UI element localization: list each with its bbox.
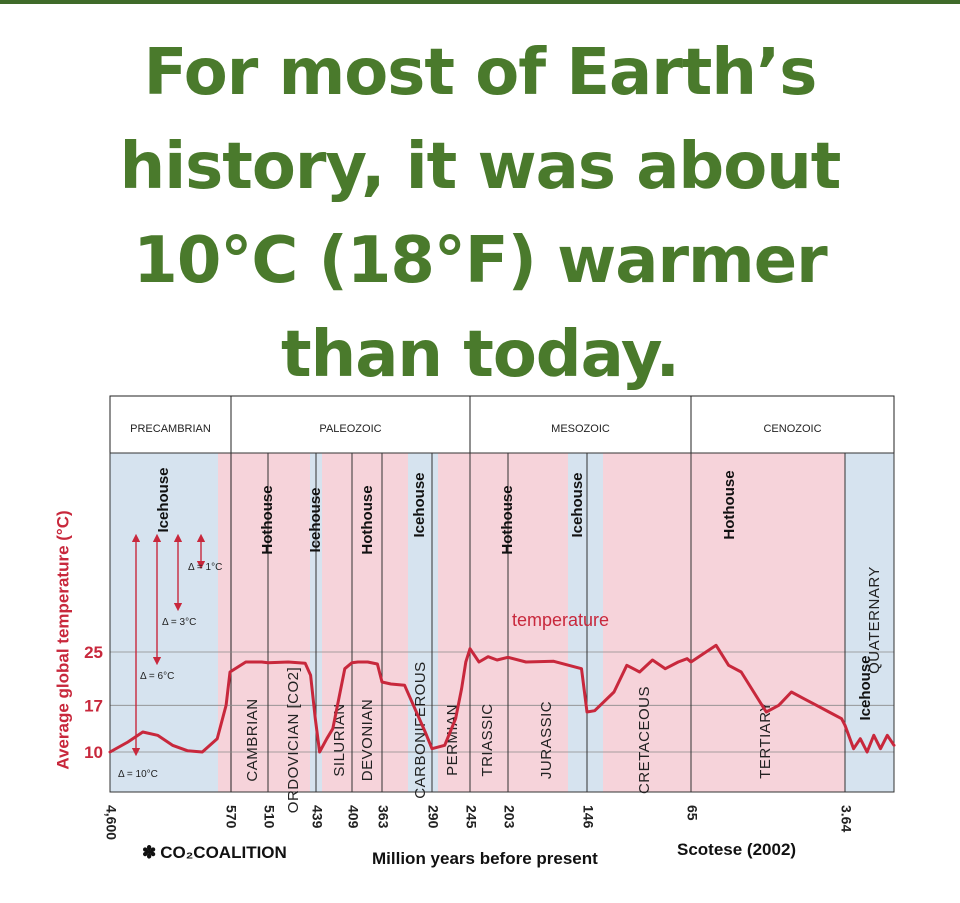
delta-label: Δ = 6°C [140, 671, 174, 682]
period-label: ORDOVICIAN [CO2] [285, 667, 302, 813]
climate-state-label: Hothouse [359, 485, 376, 554]
temperature-series-label: temperature [512, 610, 609, 630]
period-label: JURASSIC [538, 701, 555, 779]
headline-line-4: than today. [281, 318, 680, 392]
period-label: SILURIAN [331, 703, 348, 776]
period-label: CAMBRIAN [244, 698, 261, 781]
climate-band-hothouse [218, 453, 310, 792]
x-tick-label: 363 [375, 805, 391, 829]
headline: For most of Earth’s history, it was abou… [0, 26, 960, 402]
period-label: TRIASSIC [479, 703, 496, 776]
source-credit: Scotese (2002) [677, 840, 797, 859]
x-tick-label: 439 [309, 805, 325, 829]
brand-text: CO₂COALITION [160, 843, 287, 862]
era-header-box [109, 395, 895, 454]
x-tick-label: 245 [463, 805, 479, 829]
climate-band-icehouse [568, 453, 603, 792]
climate-band-icehouse [110, 453, 218, 792]
period-label: CRETACEOUS [636, 686, 653, 794]
x-tick-label: 4,600 [103, 805, 119, 840]
era-label: CENOZOIC [763, 423, 821, 435]
y-tick-label: 25 [84, 643, 103, 662]
x-tick-label: 570 [223, 805, 239, 829]
x-tick-label: 409 [345, 805, 361, 829]
x-tick-label: 510 [261, 805, 277, 829]
x-tick-label: 290 [425, 805, 441, 829]
delta-label: Δ = 1°C [188, 562, 222, 573]
climate-band-hothouse [438, 453, 568, 792]
climate-state-label: Icehouse [569, 472, 586, 537]
tree-icon: ✽ [142, 843, 157, 862]
period-label: CARBONIFEROUS [412, 661, 429, 798]
delta-label: Δ = 10°C [118, 769, 158, 780]
y-axis-title: Average global temperature (°C) [53, 510, 72, 769]
headline-line-3: 10°C (18°F) warmer [133, 224, 827, 298]
climate-state-label: Hothouse [499, 485, 516, 554]
climate-band-hothouse [322, 453, 408, 792]
era-label: PRECAMBRIAN [130, 423, 211, 435]
era-label: PALEOZOIC [319, 423, 381, 435]
climate-state-label: Icehouse [857, 655, 874, 720]
climate-state-label: Hothouse [721, 470, 738, 539]
climate-band-icehouse [408, 453, 438, 792]
climate-state-label: Hothouse [259, 485, 276, 554]
co2-coalition-logo: ✽ CO₂COALITION [142, 843, 287, 863]
headline-line-2: history, it was about [119, 130, 842, 204]
headline-line-1: For most of Earth’s [143, 36, 818, 110]
period-label: PERMIAN [444, 704, 461, 776]
y-tick-label: 17 [84, 696, 103, 715]
y-tick-label: 10 [84, 743, 103, 762]
climate-state-label: Icehouse [307, 487, 324, 552]
delta-label: Δ = 3°C [162, 617, 196, 628]
period-label: DEVONIAN [359, 699, 376, 781]
plot-frame [109, 452, 895, 793]
x-tick-label: 3.64 [838, 805, 854, 832]
top-accent-bar [0, 0, 960, 4]
temperature-chart: PRECAMBRIAN PALEOZOIC MESOZOIC CENOZOIC CAMB… [53, 395, 896, 840]
period-label: QUATERNARY [866, 566, 883, 674]
x-tick-label: 203 [501, 805, 517, 829]
climate-state-label: Icehouse [155, 467, 172, 532]
period-label: TERTIARY [757, 701, 774, 779]
x-tick-label: 146 [580, 805, 596, 829]
climate-band-hothouse [603, 453, 845, 792]
era-label: MESOZOIC [551, 423, 610, 435]
x-axis-title: Million years before present [372, 849, 598, 868]
temperature-line [108, 643, 896, 754]
climate-state-label: Icehouse [411, 472, 428, 537]
x-tick-label: 65 [684, 805, 700, 821]
